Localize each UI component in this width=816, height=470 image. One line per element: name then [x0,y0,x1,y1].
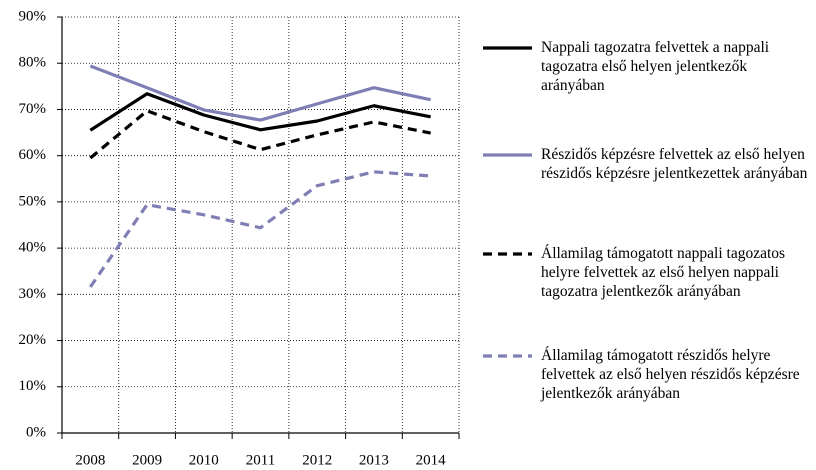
y-tick-label: 60% [19,147,47,163]
series-line [89,92,431,132]
legend-label: Államilag támogatott részidős helyre fel… [541,347,800,402]
x-tick-label: 2012 [302,452,332,468]
y-tick-label: 0% [26,424,46,440]
legend-label: Nappali tagozatra felvettek a nappali ta… [541,39,770,94]
y-tick-label: 40% [19,240,47,256]
series-line [89,64,431,122]
x-tick-label: 2011 [246,452,275,468]
x-tick-label: 2010 [189,452,219,468]
series-line [89,170,431,288]
y-tick-label: 50% [19,193,47,209]
y-tick-label: 10% [19,378,47,394]
y-tick-label: 70% [19,101,47,117]
series-line [89,109,431,160]
x-tick-label: 2008 [75,452,105,468]
y-tick-label: 30% [19,286,47,302]
y-tick-label: 20% [19,332,47,348]
x-tick-label: 2014 [416,452,447,468]
x-tick-label: 2009 [132,452,162,468]
legend-label: Államilag támogatott nappali tagozatos h… [541,245,786,300]
legend-label: Részidős képzésre felvettek az első hely… [541,146,808,182]
x-tick-label: 2013 [359,452,389,468]
y-tick-label: 90% [19,8,47,24]
y-tick-label: 80% [19,55,47,71]
